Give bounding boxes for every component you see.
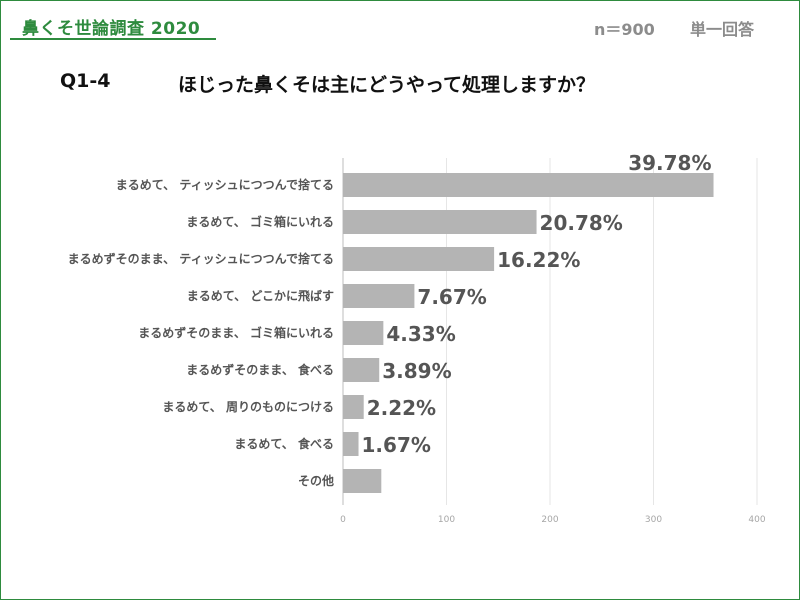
title-underline xyxy=(10,38,216,40)
bar xyxy=(343,284,415,308)
bar xyxy=(343,173,714,197)
bar xyxy=(343,358,380,382)
sample-size: n＝900 xyxy=(594,20,655,39)
bar xyxy=(343,321,384,345)
category-label: まるめずそのまま、 ティッシュにつつんで捨てる xyxy=(68,251,334,266)
bar xyxy=(343,210,537,234)
data-label: 2.22% xyxy=(367,396,436,420)
data-label: 7.67% xyxy=(417,285,486,309)
bar xyxy=(343,432,359,456)
data-label: 16.22% xyxy=(497,248,580,272)
data-label: 3.89% xyxy=(382,359,451,383)
data-label: 39.78% xyxy=(628,151,711,175)
x-tick-label: 100 xyxy=(438,515,455,525)
question-number: Q1-4 xyxy=(60,70,111,92)
data-label: 20.78% xyxy=(540,211,623,235)
survey-title: 鼻くそ世論調査 2020 xyxy=(22,19,201,39)
category-label: まるめて、 ゴミ箱にいれる xyxy=(186,214,334,229)
category-label: まるめずそのまま、 ゴミ箱にいれる xyxy=(138,325,334,340)
bar xyxy=(343,247,495,271)
x-tick-label: 400 xyxy=(748,515,765,525)
category-label: まるめて、 どこかに飛ばす xyxy=(187,288,334,303)
category-label: まるめて、 食べる xyxy=(234,436,334,451)
x-tick-label: 300 xyxy=(645,515,662,525)
x-tick-label: 0 xyxy=(340,515,346,525)
x-tick-label: 200 xyxy=(541,515,558,525)
bar xyxy=(343,395,364,419)
category-label: まるめて、 ティッシュにつつんで捨てる xyxy=(116,177,334,192)
answer-type: 単一回答 xyxy=(690,20,755,39)
category-label: まるめて、 周りのものにつける xyxy=(162,400,334,414)
bar xyxy=(343,469,382,493)
data-label: 4.33% xyxy=(386,322,455,346)
category-label: まるめずそのまま、 食べる xyxy=(186,362,334,377)
category-label: その他 xyxy=(298,473,334,488)
data-label: 1.67% xyxy=(362,433,431,457)
question-text: ほじった鼻くそは主にどうやって処理しますか？ xyxy=(178,74,596,96)
